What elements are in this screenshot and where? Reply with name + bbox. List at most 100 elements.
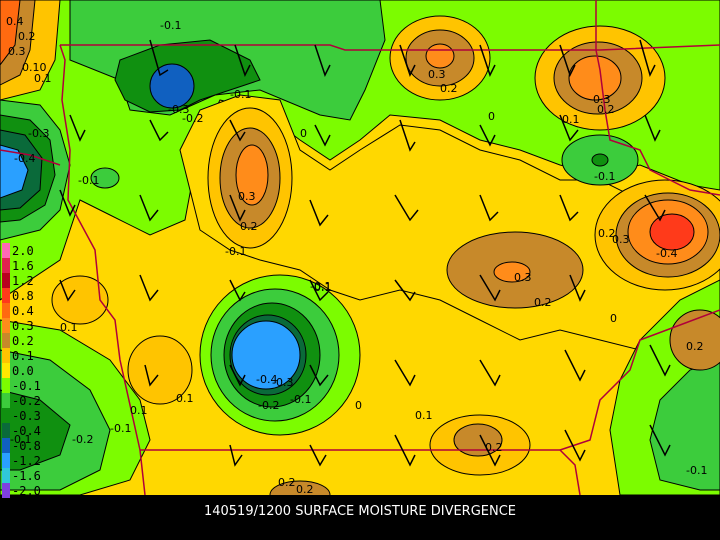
contour-label: -0.3: [28, 127, 49, 140]
divergence-map: 0.4 0.2 0.3 0.10 0.1 -0.1 -0.3 -0.4 -0.1…: [0, 0, 720, 495]
contour-label: 0.3: [593, 93, 611, 106]
legend-label: 0.0: [12, 364, 34, 378]
contour-label: -0.2: [72, 433, 93, 446]
contour-label: 0.10: [22, 61, 47, 74]
legend-swatch: [2, 378, 10, 393]
contour-label: 0.2: [296, 483, 314, 495]
contour-label: 0.2: [440, 82, 458, 95]
legend-label: 1.6: [12, 259, 34, 273]
contour-label: -0.3: [168, 103, 189, 116]
low-center-east-2: [591, 153, 609, 167]
blue-low-north: [149, 63, 195, 109]
legend-swatch: [2, 393, 10, 408]
contour-label: 0.4: [6, 15, 24, 28]
contour-label: -0.1: [594, 170, 615, 183]
contour-label: -0.2: [258, 399, 279, 412]
yellow-corridor: [179, 94, 720, 351]
contour-labels: 0.4 0.2 0.3 0.10 0.1 -0.1 -0.3 -0.4 -0.1…: [6, 15, 707, 495]
contour-label: -0.3: [272, 376, 293, 389]
blue-west: [0, 144, 29, 199]
contour-label: -0.2: [182, 112, 203, 125]
map-caption: 140519/1200 SURFACE MOISTURE DIVERGENCE: [203, 504, 517, 519]
legend-label: -0.4: [12, 424, 41, 438]
contour-label: -0.4: [656, 247, 677, 260]
legend-swatch: [2, 483, 10, 498]
legend-swatch: [2, 273, 10, 288]
high-east-south: [669, 309, 720, 371]
green-southwest-3: [0, 389, 71, 471]
high-south-2: [453, 423, 503, 457]
contour-label: 0: [300, 127, 307, 140]
legend-swatch: [2, 303, 10, 318]
high-center-north-3: [235, 144, 269, 206]
contour-label: 0.1: [176, 392, 194, 405]
legend-swatch: [2, 348, 10, 363]
contour-label: 0.2: [485, 441, 503, 454]
high-top-right-3: [568, 55, 622, 101]
contour-label: -0.1: [10, 433, 31, 446]
legend-swatch: [2, 363, 10, 378]
legend-label: 1.2: [12, 274, 34, 288]
contour-label: 0.2: [686, 340, 704, 353]
contour-label: 0.2: [534, 296, 552, 309]
high-south-bottom: [269, 480, 331, 495]
contour-label: -0.1: [160, 19, 181, 32]
high-corner-nw-3: [0, 0, 21, 66]
legend-swatch: [2, 453, 10, 468]
contour-label: -0.4: [256, 373, 277, 386]
legend-label: 0.8: [12, 289, 34, 303]
legend-swatch: [2, 318, 10, 333]
contour-label: -0.1: [310, 280, 331, 293]
legend-label: -0.1: [12, 379, 41, 393]
green-southeast-2: [649, 359, 720, 491]
legend-label: -1.6: [12, 469, 41, 483]
legend-swatch: [2, 288, 10, 303]
contour-label: -0.1: [230, 88, 251, 101]
legend-label: -0.8: [12, 439, 41, 453]
contour-label: 0.1: [130, 404, 148, 417]
high-mid-south: [127, 335, 193, 405]
contour-label: 0: [610, 312, 617, 325]
legend-swatch: [2, 333, 10, 348]
contour-label: -0.1: [686, 464, 707, 477]
contour-label: 0.3: [514, 271, 532, 284]
state-borders: [0, 0, 720, 495]
legend-label: -0.2: [12, 394, 41, 408]
contour-label: 0: [355, 399, 362, 412]
contour-label: -0.1: [78, 174, 99, 187]
high-top-center-3: [425, 43, 455, 69]
contour-label: 0.1: [562, 113, 580, 126]
contour-label: 0.3: [8, 45, 26, 58]
legend-swatch: [2, 243, 10, 258]
contour-label: 0.1: [34, 72, 52, 85]
contour-label: 0.1: [60, 321, 78, 334]
legend-label: -1.2: [12, 454, 41, 468]
contour-label: 0.3: [612, 233, 630, 246]
legend-swatch: [2, 438, 10, 453]
legend-swatch: [2, 408, 10, 423]
contour-label: 0.3: [428, 68, 446, 81]
contour-label: 0.2: [597, 103, 615, 116]
low-center-5: [231, 320, 301, 390]
contour-label: 0.2: [598, 227, 616, 240]
contour-label: 0: [488, 110, 495, 123]
legend-label: -2.0: [12, 484, 41, 498]
wind-barbs: [59, 39, 671, 467]
high-center-east-2: [493, 261, 531, 283]
contour-label: -0.1: [110, 422, 131, 435]
legend-label: 2.0: [12, 244, 34, 258]
legend-label: 0.2: [12, 334, 34, 348]
contour-label: 0.3: [238, 190, 256, 203]
high-east-4: [649, 213, 695, 251]
legend-label: 0.1: [12, 349, 34, 363]
contour-label: 0.2: [278, 476, 296, 489]
legend-label: 0.4: [12, 304, 34, 318]
contour-label: -0.1: [290, 393, 311, 406]
color-legend: 2.0 1.6 1.2 0.8 0.4 0.3 0.2 0.1 0.0 -0.1 -0.2 -0.3-…: [2, 243, 72, 513]
legend-swatch: [2, 258, 10, 273]
contour-label: 0.1: [415, 409, 433, 422]
contour-label: 0.1: [314, 281, 332, 294]
contour-label: 0.2: [18, 30, 36, 43]
legend-label: 0.3: [12, 319, 34, 333]
